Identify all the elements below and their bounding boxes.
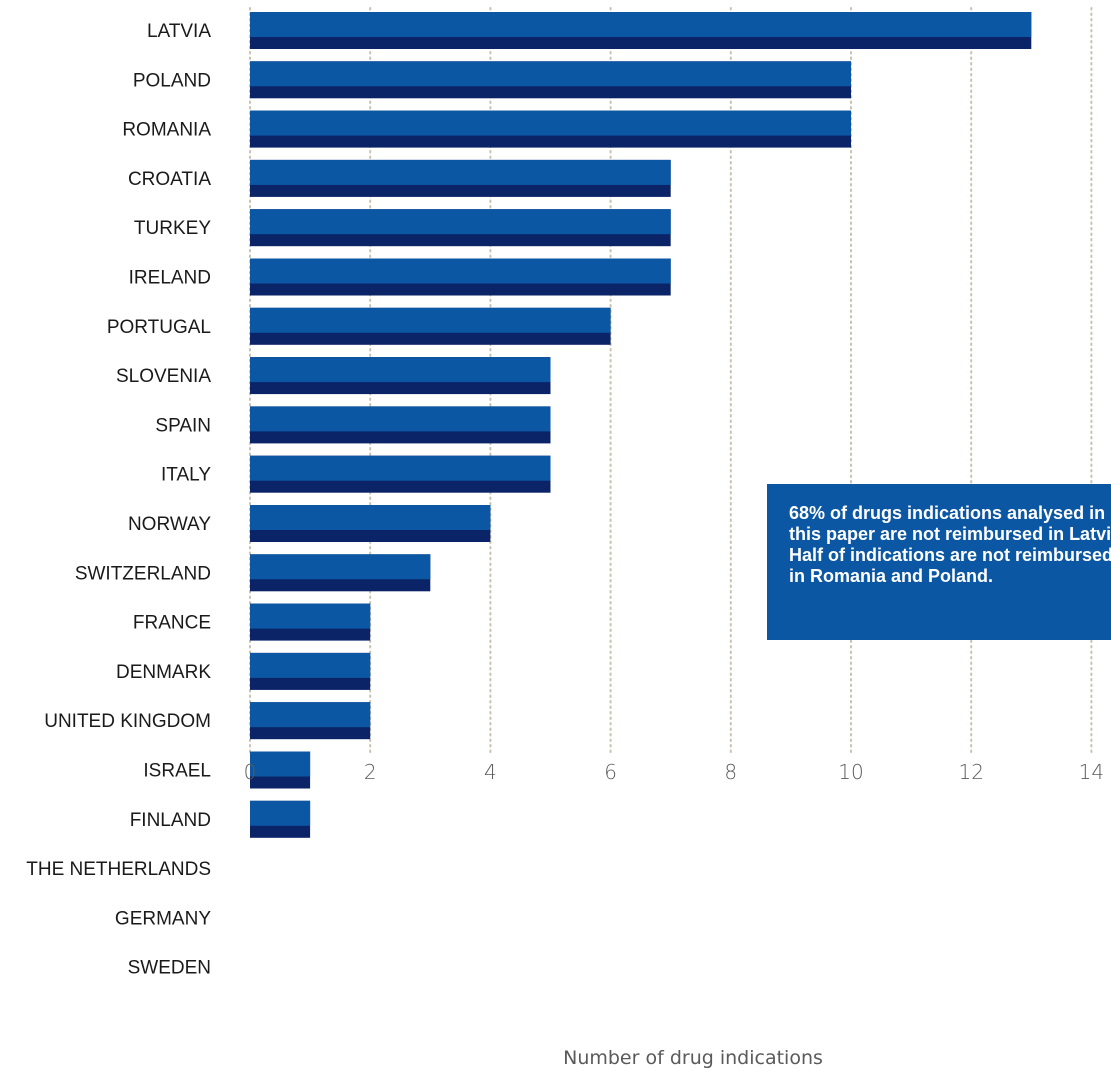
- x-axis-title: Number of drug indications: [563, 1047, 823, 1069]
- x-tick-label-0: 0: [244, 760, 257, 784]
- bar-highlight-united-kingdom: [250, 702, 371, 728]
- category-label-switzerland: SWITZERLAND: [75, 563, 211, 584]
- category-label-ireland: IRELAND: [129, 268, 211, 289]
- bar-poland: [250, 61, 851, 99]
- x-tick-label-10: 10: [838, 760, 863, 784]
- bar-switzerland: [250, 554, 431, 592]
- category-label-finland: FINLAND: [130, 810, 211, 831]
- bar-norway: [250, 505, 491, 542]
- x-tick-label-8: 8: [724, 760, 737, 784]
- category-label-sweden: SWEDEN: [128, 958, 211, 979]
- bar-highlight-denmark: [250, 652, 371, 678]
- category-label-italy: ITALY: [161, 465, 211, 486]
- bar-highlight-ireland: [250, 258, 671, 284]
- x-tick-label-6: 6: [604, 760, 617, 784]
- x-tick-label-12: 12: [958, 760, 983, 784]
- x-tick-labels: 0 2 4 6 8 10 12 14: [244, 760, 1104, 784]
- bar-highlight-france: [250, 603, 371, 629]
- category-label-spain: SPAIN: [155, 415, 211, 436]
- bar-highlight-latvia: [250, 12, 1032, 37]
- bar-highlight-portugal: [250, 307, 611, 333]
- x-tick-label-4: 4: [484, 760, 497, 784]
- bar-italy: [250, 455, 551, 493]
- bar-highlight-switzerland: [250, 554, 431, 580]
- bar-highlight-norway: [250, 505, 491, 530]
- category-label-france: FRANCE: [133, 613, 211, 634]
- category-label-romania: ROMANIA: [122, 120, 211, 141]
- bar-israel: [250, 751, 311, 789]
- bar-ireland: [250, 258, 671, 296]
- bar-highlight-romania: [250, 110, 851, 136]
- bar-latvia: [250, 12, 1032, 49]
- category-label-latvia: LATVIA: [147, 21, 211, 42]
- category-label-turkey: TURKEY: [134, 218, 211, 239]
- bar-france: [250, 603, 371, 641]
- bar-denmark: [250, 652, 371, 690]
- bar-united-kingdom: [250, 702, 371, 740]
- bar-spain: [250, 406, 551, 444]
- category-label-united-kingdom: UNITED KINGDOM: [44, 711, 211, 732]
- x-tick-label-14: 14: [1079, 760, 1104, 784]
- x-tick-label-2: 2: [364, 760, 377, 784]
- bars: [250, 12, 1032, 838]
- bar-highlight-turkey: [250, 209, 671, 235]
- bar-highlight-finland: [250, 800, 311, 826]
- category-label-croatia: CROATIA: [128, 169, 211, 190]
- bar-portugal: [250, 307, 611, 345]
- bar-highlight-israel: [250, 751, 311, 777]
- bar-highlight-italy: [250, 455, 551, 481]
- category-label-israel: ISRAEL: [143, 761, 211, 782]
- category-label-slovenia: SLOVENIA: [116, 366, 211, 387]
- annotation-box: 68% of drugs indications analysed in thi…: [767, 484, 1111, 640]
- category-label-denmark: DENMARK: [116, 662, 211, 683]
- bar-finland: [250, 800, 311, 838]
- category-label-germany: GERMANY: [115, 908, 211, 929]
- bar-highlight-spain: [250, 406, 551, 432]
- category-label-portugal: PORTUGAL: [107, 317, 211, 338]
- category-label-the-netherlands: THE NETHERLANDS: [26, 859, 211, 880]
- category-label-poland: POLAND: [133, 70, 211, 91]
- bar-turkey: [250, 209, 671, 247]
- bar-highlight-croatia: [250, 159, 671, 185]
- bar-romania: [250, 110, 851, 148]
- bar-highlight-slovenia: [250, 357, 551, 383]
- category-labels: LATVIA POLAND ROMANIA CROATIA TURKEY IRELAND P…: [26, 21, 211, 979]
- bar-highlight-poland: [250, 61, 851, 87]
- bar-croatia: [250, 159, 671, 197]
- category-label-norway: NORWAY: [128, 514, 211, 535]
- bar-slovenia: [250, 357, 551, 395]
